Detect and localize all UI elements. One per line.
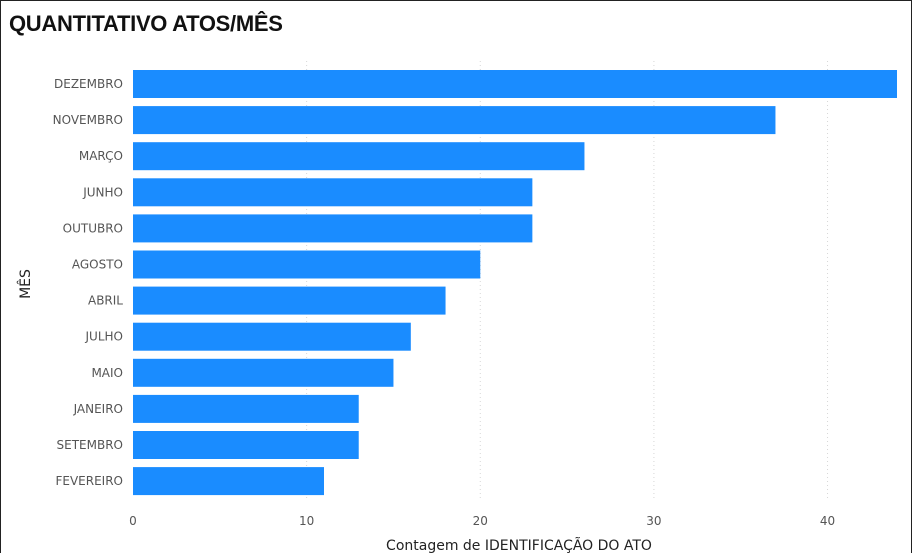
bar[interactable]	[133, 70, 897, 98]
chart-title: QUANTITATIVO ATOS/MÊS	[9, 11, 283, 36]
category-label: JULHO	[85, 330, 123, 344]
category-label: MARÇO	[79, 149, 123, 163]
category-label: FEVEREIRO	[55, 474, 123, 488]
x-tick-label: 0	[129, 514, 137, 528]
bar[interactable]	[133, 286, 446, 315]
category-label: JUNHO	[82, 185, 123, 199]
category-label: AGOSTO	[72, 258, 123, 272]
bar[interactable]	[133, 214, 533, 243]
bar[interactable]	[133, 358, 394, 387]
x-tick-label: 20	[473, 514, 488, 528]
x-tick-label: 30	[646, 514, 661, 528]
y-axis-title: MÊS	[16, 269, 34, 299]
category-labels: DEZEMBRO NOVEMBRO MARÇO JUNHO OUTUBRO AGOSTO A…	[53, 77, 124, 488]
x-axis-title: Contagem de IDENTIFICAÇÃO DO ATO	[386, 537, 652, 554]
category-label: NOVEMBRO	[53, 113, 123, 127]
category-label: MAIO	[91, 366, 123, 380]
grid-lines	[306, 61, 829, 501]
bar[interactable]	[133, 106, 776, 135]
category-label: OUTUBRO	[63, 221, 123, 235]
bar[interactable]	[133, 178, 533, 207]
bar[interactable]	[133, 394, 359, 423]
category-label: DEZEMBRO	[54, 77, 123, 91]
bar[interactable]	[133, 322, 411, 351]
bar[interactable]	[133, 431, 359, 459]
category-label: SETEMBRO	[57, 438, 123, 452]
category-label: ABRIL	[88, 294, 123, 308]
x-tick-label: 40	[820, 514, 835, 528]
bar[interactable]	[133, 467, 324, 496]
bar[interactable]	[133, 142, 585, 171]
x-tick-label: 10	[299, 514, 314, 528]
bars	[133, 70, 897, 496]
x-tick-labels: 0 10 20 30 40	[129, 514, 835, 528]
category-label: JANEIRO	[73, 402, 123, 416]
bar[interactable]	[133, 250, 481, 279]
